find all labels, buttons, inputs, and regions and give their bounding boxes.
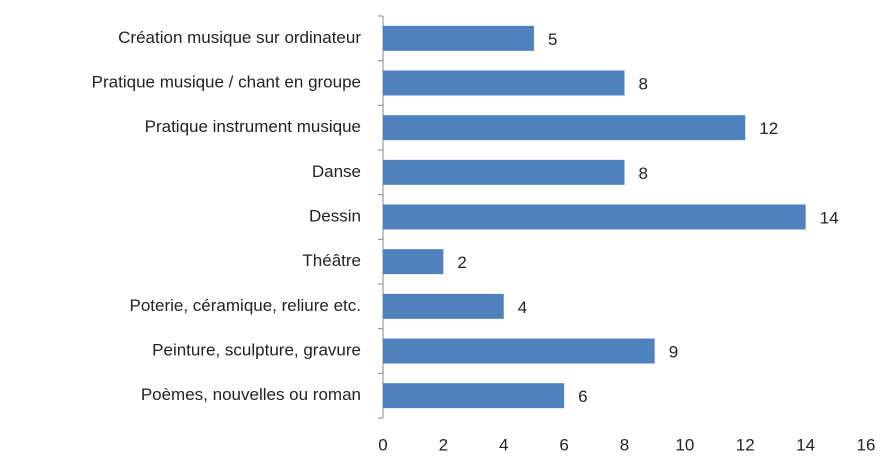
bar bbox=[383, 383, 565, 409]
y-tick-label: Théâtre bbox=[302, 251, 361, 270]
bar bbox=[383, 70, 625, 96]
data-label: 12 bbox=[759, 119, 778, 138]
x-tick-label: 10 bbox=[675, 435, 694, 454]
y-tick-label: Peinture, sculpture, gravure bbox=[152, 340, 361, 359]
data-label: 2 bbox=[457, 253, 466, 272]
x-tick-label: 14 bbox=[796, 435, 815, 454]
x-tick-label: 16 bbox=[857, 435, 876, 454]
x-tick-label: 0 bbox=[378, 435, 387, 454]
y-tick-label: Poterie, céramique, reliure etc. bbox=[130, 296, 362, 315]
y-tick-label: Pratique instrument musique bbox=[145, 117, 361, 136]
data-label: 5 bbox=[548, 30, 557, 49]
y-tick-label: Création musique sur ordinateur bbox=[118, 28, 361, 47]
bar bbox=[383, 338, 655, 364]
y-tick-label: Danse bbox=[312, 162, 361, 181]
x-tick-label: 2 bbox=[439, 435, 448, 454]
data-label: 4 bbox=[518, 298, 527, 317]
y-tick-label: Pratique musique / chant en groupe bbox=[92, 72, 361, 91]
x-tick-label: 6 bbox=[559, 435, 568, 454]
y-tick-label: Dessin bbox=[309, 206, 361, 225]
x-tick-label: 8 bbox=[620, 435, 629, 454]
x-tick-label: 4 bbox=[499, 435, 508, 454]
data-label: 14 bbox=[820, 208, 839, 227]
bar bbox=[383, 159, 625, 185]
bar bbox=[383, 293, 504, 319]
data-label: 8 bbox=[639, 74, 648, 93]
data-label: 6 bbox=[578, 387, 587, 406]
y-tick-label: Poèmes, nouvelles ou roman bbox=[141, 385, 361, 404]
bar bbox=[383, 115, 746, 141]
data-label: 8 bbox=[639, 164, 648, 183]
x-tick-label: 12 bbox=[736, 435, 755, 454]
bar bbox=[383, 204, 806, 230]
bar bbox=[383, 249, 444, 275]
bar bbox=[383, 25, 534, 51]
data-label: 9 bbox=[669, 342, 678, 361]
